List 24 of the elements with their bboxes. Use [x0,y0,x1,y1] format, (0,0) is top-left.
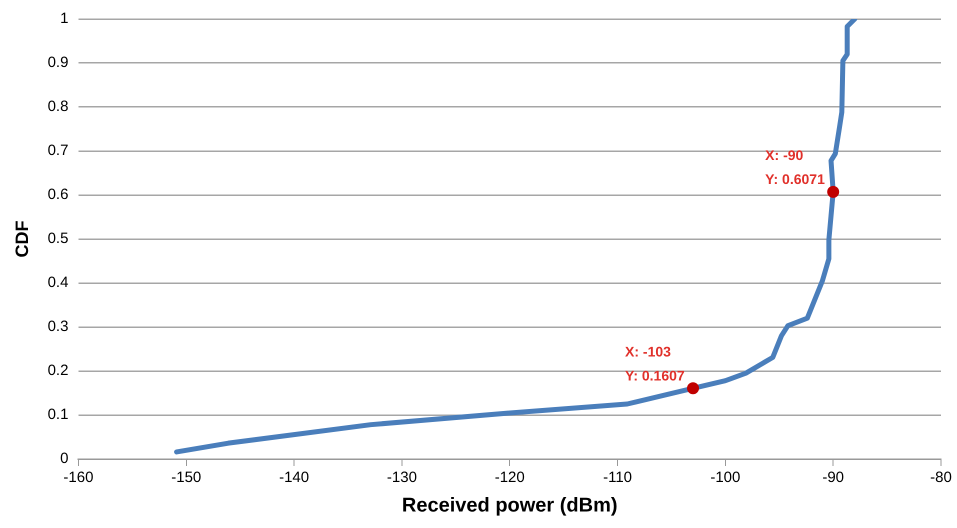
y-tick-label: 0.8 [48,98,68,116]
y-tick-label: 0.1 [48,406,68,424]
y-tick-label: 0.7 [48,142,68,160]
x-tick-label: -100 [710,469,740,486]
x-tick-label: -150 [171,469,202,486]
x-tick-label: -110 [603,469,632,486]
y-tick-label: 0.6 [48,186,68,204]
x-tick-label: -140 [279,469,310,486]
y-axis-title: CDF [12,220,32,258]
y-tick-label: 1 [60,10,68,28]
x-tick-label: -90 [822,469,844,486]
y-tick-label: 0 [60,450,68,468]
x-tick-label: -160 [63,469,94,486]
y-tick-label: 0.5 [48,230,68,248]
annotation: X: -90 Y: 0.6071 [765,146,826,187]
y-tick-label: 0.2 [48,362,68,380]
annotation: X: -103 Y: 0.1607 [625,343,685,384]
y-tick-label: 0.9 [48,54,68,72]
y-tick-label: 0.4 [48,274,68,292]
x-tick-label: -130 [386,469,417,486]
x-axis-title: Received power (dBm) [402,494,618,517]
x-tick-label: -120 [494,469,525,486]
x-tick-label: -80 [930,469,952,486]
y-tick-label: 0.3 [48,318,68,336]
